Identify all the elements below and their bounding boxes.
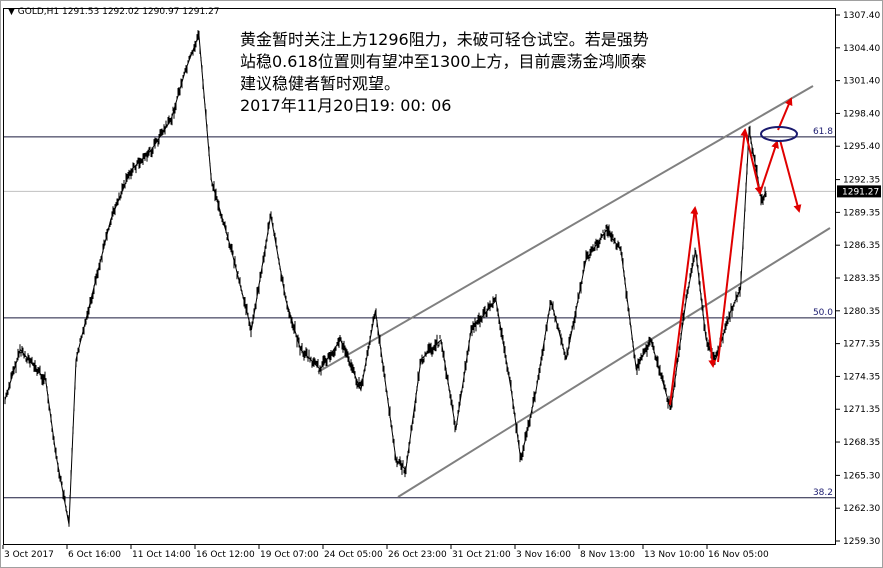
x-tick-label: 8 Nov 13:00 xyxy=(580,550,635,560)
x-tick-label: 19 Oct 07:00 xyxy=(260,550,319,560)
y-tick-label: 1274.35 xyxy=(843,372,880,382)
y-tick-label: 1298.40 xyxy=(843,109,880,119)
arrow-down-3 xyxy=(779,139,802,213)
fib-level-label: 50.0 xyxy=(813,308,833,318)
resistance-ellipse[interactable] xyxy=(760,126,798,142)
x-tick-label: 16 Oct 12:00 xyxy=(196,550,255,560)
arrow-up-2 xyxy=(717,128,749,363)
y-tick-label: 1301.40 xyxy=(843,77,880,87)
y-tick-label: 1289.35 xyxy=(843,208,880,218)
current-price-label: 1291.27 xyxy=(842,187,879,197)
y-tick-label: 1268.35 xyxy=(843,438,880,448)
y-tick-label: 1304.40 xyxy=(843,44,880,54)
y-tick-label: 1259.30 xyxy=(843,537,880,547)
x-tick-label: 6 Oct 16:00 xyxy=(68,550,121,560)
x-tick-label: 3 Oct 2017 xyxy=(4,550,54,560)
fib-level-label: 38.2 xyxy=(813,488,833,498)
y-tick-label: 1271.35 xyxy=(843,405,880,415)
note-line: 站稳0.618位置则有望冲至1300上方，目前震荡金鸿顺泰 xyxy=(240,52,647,71)
y-tick-label: 1277.35 xyxy=(843,340,880,350)
arrow-down-1 xyxy=(694,207,717,368)
price-series-line xyxy=(4,34,767,525)
y-tick-label: 1262.30 xyxy=(843,504,880,514)
triangle-down-icon[interactable]: ▼ xyxy=(8,7,15,17)
y-tick-label: 1295.40 xyxy=(843,142,880,152)
x-tick-label: 3 Nov 16:00 xyxy=(516,550,571,560)
y-tick-label: 1286.35 xyxy=(843,241,880,251)
plot-area[interactable] xyxy=(3,8,836,545)
arrow-down-2 xyxy=(744,129,763,195)
current-price-badge xyxy=(837,185,881,198)
x-tick-label: 31 Oct 21:00 xyxy=(452,550,511,560)
note-timestamp: 2017年11月20日19: 00: 06 xyxy=(240,96,452,115)
y-tick-label: 1292.35 xyxy=(843,176,880,186)
analysis-note: 黄金暂时关注上方1296阻力，未破可轻仓试空。若是强势 站稳0.618位置则有望… xyxy=(240,29,649,117)
x-tick-label: 11 Oct 14:00 xyxy=(132,550,191,560)
symbol-label: GOLD,H1 xyxy=(17,7,60,17)
note-line: 黄金暂时关注上方1296阻力，未破可轻仓试空。若是强势 xyxy=(240,30,649,49)
arrow-up-1 xyxy=(669,206,699,406)
x-tick-label: 16 Nov 05:00 xyxy=(708,550,769,560)
channel-lower-line[interactable] xyxy=(397,227,831,498)
y-tick-label: 1265.30 xyxy=(843,471,880,481)
channel-upper-line[interactable] xyxy=(317,85,814,373)
x-tick-label: 24 Oct 05:00 xyxy=(324,550,383,560)
ohlc-values: 1291.53 1292.02 1290.97 1291.27 xyxy=(62,7,220,17)
y-tick-label: 1283.35 xyxy=(843,274,880,284)
arrow-up-3 xyxy=(759,140,779,194)
forecast-arrows xyxy=(669,97,802,406)
x-tick-label: 13 Nov 10:00 xyxy=(644,550,705,560)
chart-header: ▼ GOLD,H1 1291.53 1292.02 1290.97 1291.2… xyxy=(8,7,219,17)
note-line: 建议稳健者暂时观望。 xyxy=(240,74,401,93)
arrow-up-4 xyxy=(777,97,793,131)
x-tick-label: 26 Oct 23:00 xyxy=(388,550,447,560)
y-tick-label: 1307.40 xyxy=(843,11,880,21)
fib-level-label: 61.8 xyxy=(813,127,833,137)
y-tick-label: 1280.35 xyxy=(843,307,880,317)
